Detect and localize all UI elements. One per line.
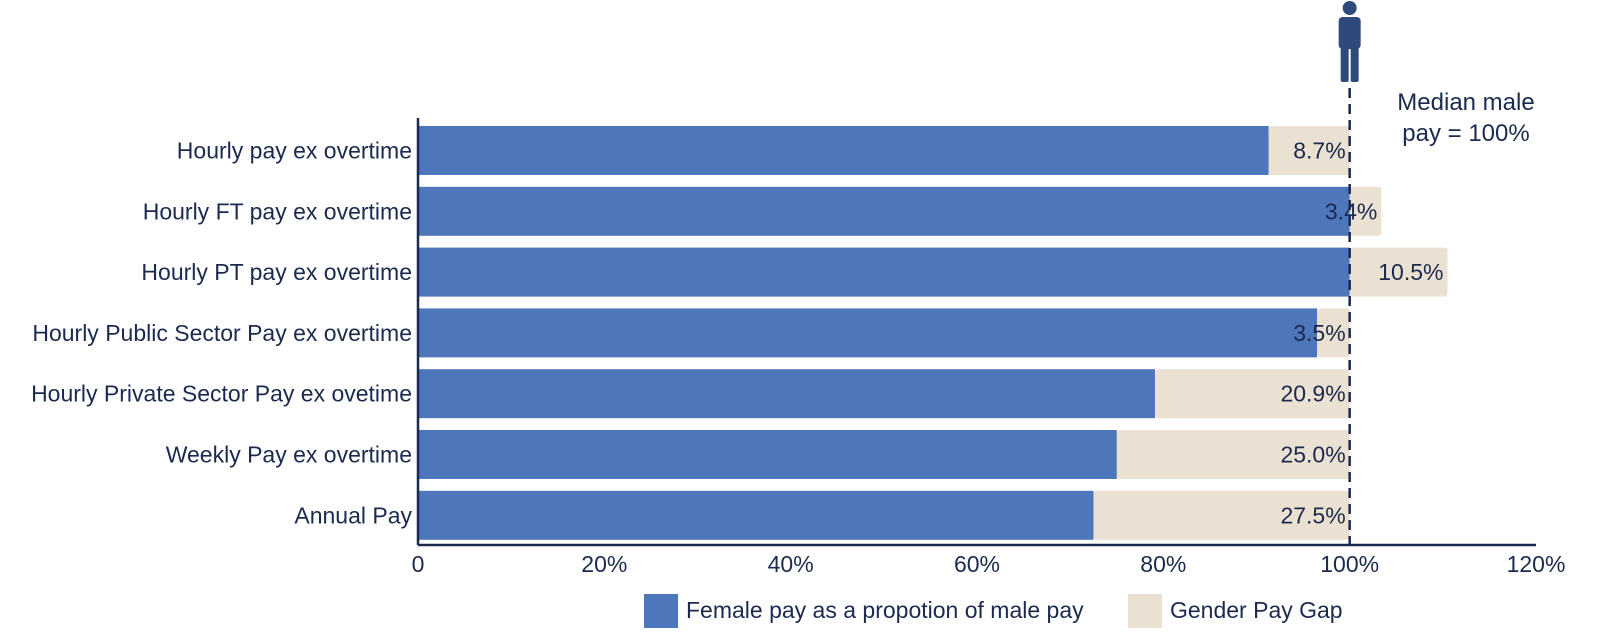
gap-label-3: 10.5% [1378, 259, 1443, 285]
male-person-icon [1338, 1, 1361, 82]
reference-label-line-1: Median male [1397, 89, 1534, 116]
female-bar-4 [418, 308, 1318, 358]
category-label-4: Hourly Public Sector Pay ex overtime [32, 320, 412, 346]
legend-swatch-female [644, 594, 678, 628]
x-tick-label-40: 40% [768, 551, 814, 577]
gap-label-2: 3.4% [1325, 198, 1377, 224]
x-tick-label-80: 80% [1140, 551, 1186, 577]
gap-bar-4 [1317, 308, 1350, 358]
gap-value-labels: 8.7% 3.4% 10.5% 3.5% 20.9% 25.0% 27.5% [1280, 138, 1443, 529]
x-tick-label-120: 120% [1507, 551, 1566, 577]
x-tick-label-60: 60% [954, 551, 1000, 577]
legend-label-female: Female pay as a propotion of male pay [686, 597, 1084, 623]
gap-bar-5 [1154, 369, 1350, 419]
female-bar-2 [418, 186, 1350, 236]
legend-label-gap: Gender Pay Gap [1170, 597, 1343, 623]
female-bar-5 [418, 369, 1155, 419]
gap-label-1: 8.7% [1293, 138, 1345, 164]
x-axis-ticks: 0 20% 40% 60% 80% 100% 120% [412, 551, 1566, 577]
female-bar-6 [418, 430, 1117, 479]
legend-swatch-gap [1128, 594, 1162, 628]
gap-bar-3 [1349, 247, 1448, 297]
bars-layer [418, 126, 1448, 540]
gap-label-6: 25.0% [1280, 442, 1345, 468]
gap-label-5: 20.9% [1280, 381, 1345, 407]
category-label-3: Hourly PT pay ex overtime [141, 259, 412, 285]
female-bar-3 [418, 247, 1350, 297]
gap-bar-6 [1116, 430, 1350, 479]
x-tick-label-0: 0 [412, 551, 425, 577]
female-bar-1 [418, 126, 1269, 175]
gap-label-4: 3.5% [1293, 320, 1345, 346]
female-bar-7 [418, 490, 1094, 540]
x-tick-label-100: 100% [1320, 551, 1379, 577]
reference-line-group: Median male pay = 100% [1338, 1, 1535, 545]
category-label-2: Hourly FT pay ex overtime [143, 198, 412, 224]
category-label-7: Annual Pay [294, 502, 412, 528]
x-tick-label-20: 20% [581, 551, 627, 577]
category-label-1: Hourly pay ex overtime [177, 138, 412, 164]
gap-bar-1 [1268, 126, 1350, 175]
category-labels: Hourly pay ex overtime Hourly FT pay ex o… [31, 138, 412, 529]
gap-bar-2 [1349, 186, 1382, 236]
category-label-6: Weekly Pay ex overtime [166, 442, 412, 468]
legend: Female pay as a propotion of male pay Gen… [644, 594, 1343, 628]
reference-label-line-2: pay = 100% [1402, 120, 1529, 147]
gap-label-7: 27.5% [1280, 502, 1345, 528]
gap-bar-7 [1093, 490, 1350, 540]
category-label-5: Hourly Private Sector Pay ex ovetime [31, 381, 412, 407]
